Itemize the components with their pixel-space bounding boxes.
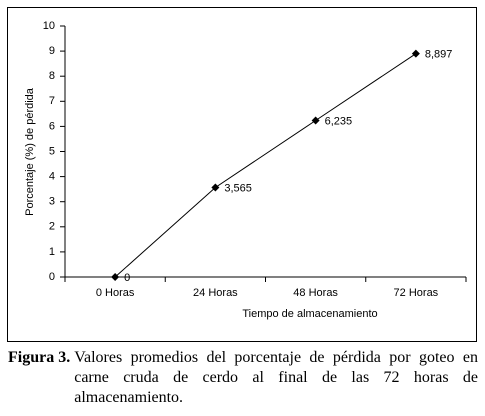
data-label: 0 <box>124 272 130 284</box>
marker <box>211 183 220 192</box>
marker <box>111 273 120 281</box>
y-tick-label: 9 <box>49 45 55 57</box>
caption: Figura 3. Valores promedios del porcenta… <box>8 348 478 408</box>
caption-text: Valores promedios del porcentaje de pérd… <box>74 349 478 406</box>
y-tick-label: 8 <box>49 70 55 82</box>
y-tick-label: 5 <box>49 145 55 157</box>
data-label: 6,235 <box>325 115 353 127</box>
x-axis-label: Tiempo de almacenamiento <box>242 308 377 320</box>
line <box>114 53 417 278</box>
y-tick-label: 4 <box>49 171 55 183</box>
y-tick-label: 2 <box>49 221 55 233</box>
x-tick-label: 48 Horas <box>293 287 338 299</box>
x-tick-label: 0 Horas <box>96 287 135 299</box>
y-tick-label: 7 <box>49 95 55 107</box>
data-label: 8,897 <box>425 49 453 61</box>
y-tick-label: 0 <box>49 271 55 283</box>
y-tick-label: 3 <box>49 196 55 208</box>
data-label: 3,565 <box>224 182 252 194</box>
marker <box>411 49 420 58</box>
chart: Tiempo de almacenamiento Porcentaje (%) … <box>24 20 467 320</box>
y-axis-label: Porcentaje (%) de pérdida <box>24 87 36 216</box>
caption-label: Figura 3. <box>8 349 71 366</box>
y-tick-label: 10 <box>43 20 55 32</box>
x-tick-label: 72 Horas <box>394 287 439 299</box>
y-tick-label: 1 <box>49 246 55 258</box>
marker <box>311 116 320 125</box>
y-tick-label: 6 <box>49 120 55 132</box>
x-tick-label: 24 Horas <box>193 287 238 299</box>
chart-frame <box>7 7 477 342</box>
